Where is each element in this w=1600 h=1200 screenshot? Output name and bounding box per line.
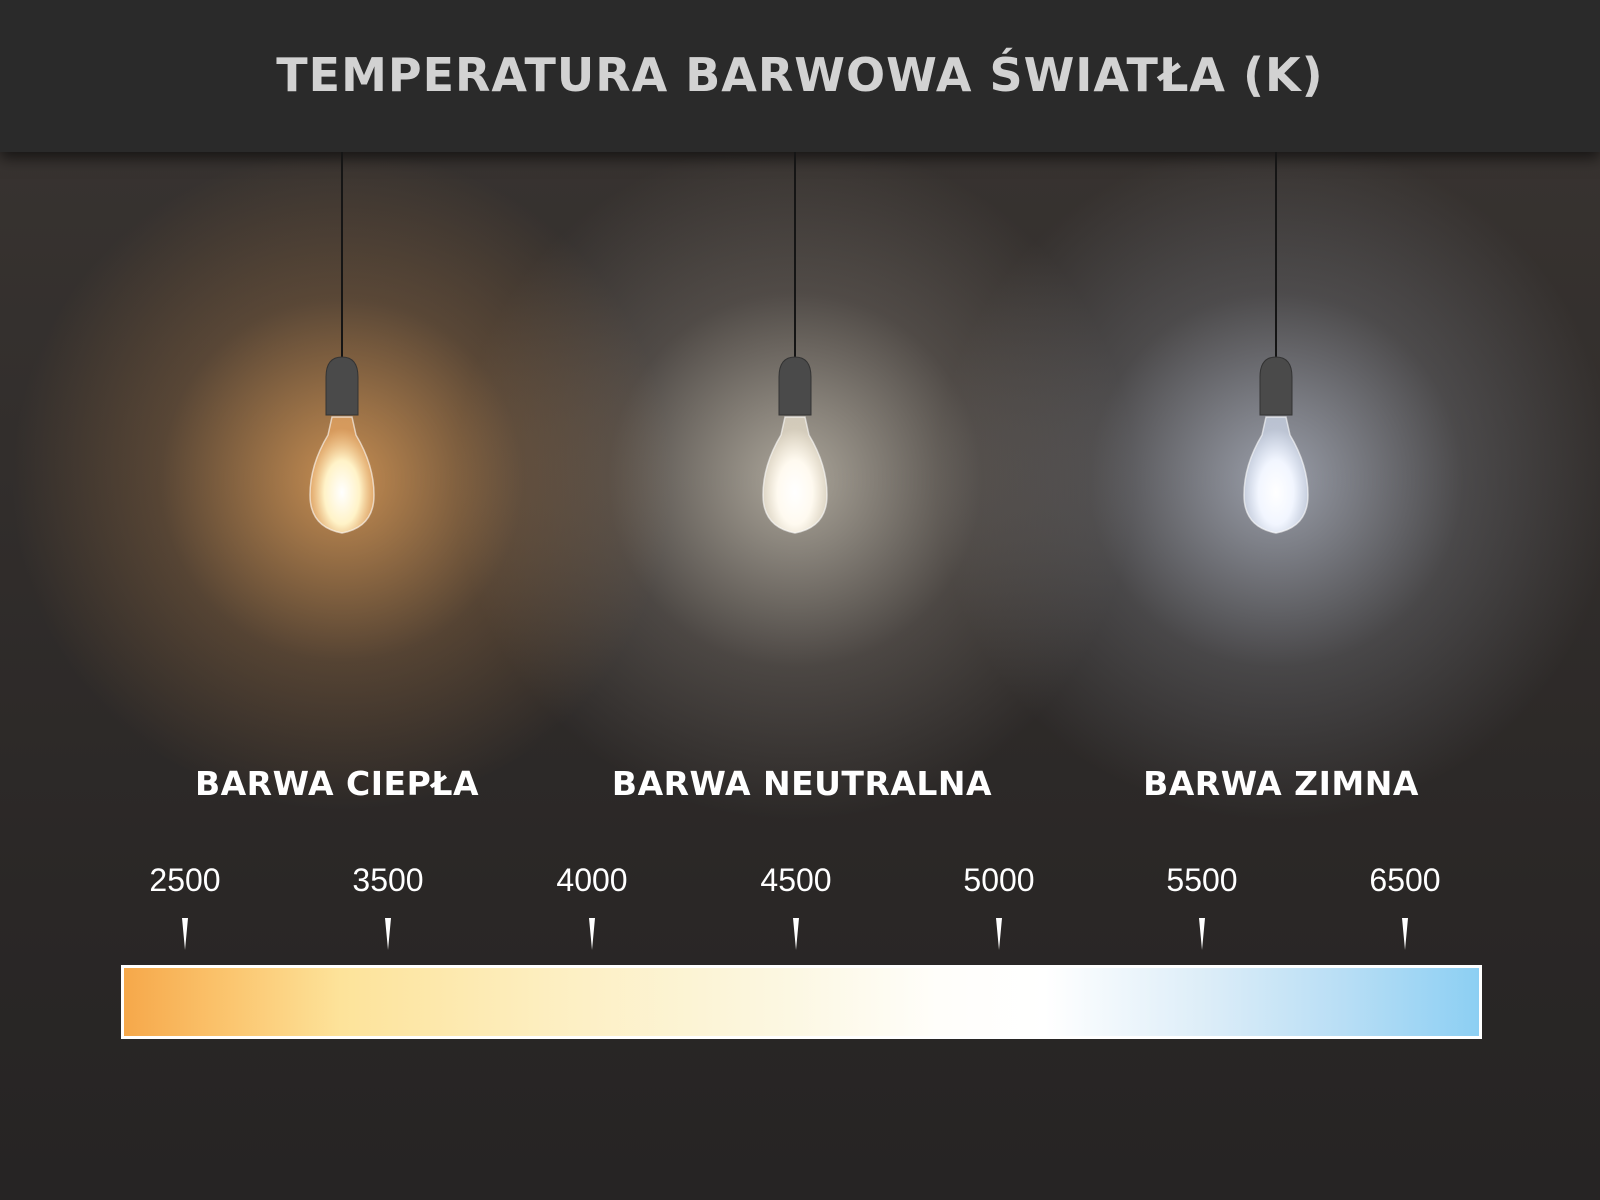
scale-value: 6500 [1369, 862, 1441, 898]
tick-marker [1199, 918, 1205, 950]
light-bulb-icon [1236, 355, 1316, 549]
scale-value: 4000 [556, 862, 628, 898]
light-bulb-icon [755, 355, 835, 549]
tick-marker [1402, 918, 1408, 950]
cord [341, 152, 343, 357]
page-title: TEMPERATURA BARWOWA ŚWIATŁA (K) [276, 48, 1324, 102]
label-neutral: BARWA NEUTRALNA [611, 764, 993, 803]
tick-marker [589, 918, 595, 950]
scale-value: 2500 [149, 862, 221, 898]
cord [1275, 152, 1277, 357]
color-temperature-gradient-bar [121, 965, 1482, 1039]
scale-value: 5500 [1166, 862, 1238, 898]
header-bar: TEMPERATURA BARWOWA ŚWIATŁA (K) [0, 0, 1600, 152]
scale-value: 4500 [760, 862, 832, 898]
tick-marker [182, 918, 188, 950]
tick-marker [793, 918, 799, 950]
tick-marker [996, 918, 1002, 950]
label-cold: BARWA ZIMNA [1143, 764, 1419, 803]
scale-value: 5000 [963, 862, 1035, 898]
label-warm: BARWA CIEPŁA [194, 764, 480, 803]
scale-value: 3500 [352, 862, 424, 898]
light-bulb-icon [302, 355, 382, 549]
cord [794, 152, 796, 357]
tick-marker [385, 918, 391, 950]
